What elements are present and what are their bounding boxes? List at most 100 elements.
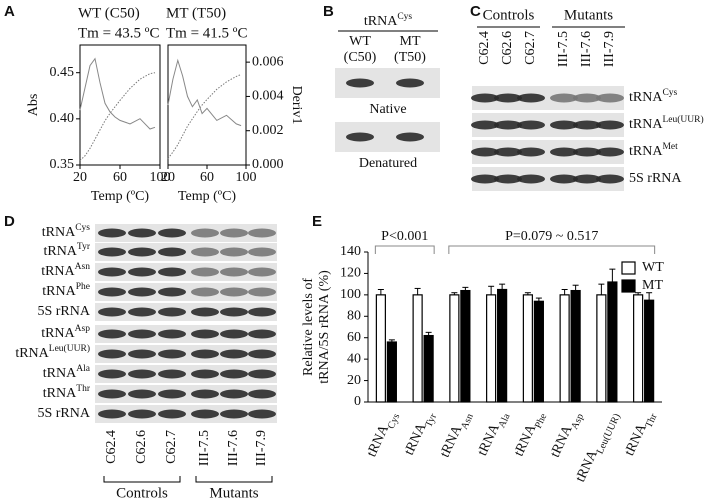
label-sup: Asn xyxy=(75,262,91,272)
label-sup: Asp xyxy=(569,412,586,431)
bar xyxy=(460,289,471,403)
panel-letter: A xyxy=(4,3,15,20)
band xyxy=(494,147,522,157)
band xyxy=(158,409,186,419)
label-sup: Phe xyxy=(76,282,90,292)
band xyxy=(128,389,156,399)
label-text: tRNA xyxy=(43,366,77,381)
band xyxy=(128,409,156,419)
label-text: tRNA xyxy=(42,225,76,240)
band xyxy=(128,307,156,317)
y-axis-label: tRNA/5S rRNA (%) xyxy=(317,270,332,384)
x-tick-label: tRNACys xyxy=(365,409,403,461)
y-tick-label: 0.45 xyxy=(50,65,75,80)
lane-label: III-7.5 xyxy=(556,31,571,67)
band xyxy=(158,329,186,339)
x-tick-label: tRNAAla xyxy=(475,408,512,460)
band xyxy=(471,120,499,130)
x-tick-label: tRNAThr xyxy=(622,408,659,460)
group-label: Controls xyxy=(116,485,168,501)
band xyxy=(494,120,522,130)
band xyxy=(98,228,126,238)
band xyxy=(220,307,248,317)
label: tRNAThr xyxy=(43,384,91,401)
lane-label: III-7.5 xyxy=(197,430,212,466)
lane-label: III-7.9 xyxy=(254,430,269,466)
label: tRNACys xyxy=(42,223,91,240)
band xyxy=(596,93,624,103)
band xyxy=(158,307,186,317)
band xyxy=(191,247,219,257)
bar xyxy=(486,294,497,403)
band xyxy=(98,307,126,317)
y2-axis-label: Deriv1 xyxy=(289,86,304,125)
bar xyxy=(423,334,434,403)
band xyxy=(191,369,219,379)
band xyxy=(220,389,248,399)
label-text: tRNA xyxy=(42,284,76,299)
band xyxy=(248,228,276,238)
y-tick-label: 0.40 xyxy=(50,111,75,126)
band xyxy=(98,369,126,379)
label-sup: Ala xyxy=(76,364,91,374)
label-sup: Asp xyxy=(75,324,91,334)
band xyxy=(248,329,276,339)
x-tick-label: 60 xyxy=(200,170,214,185)
y2-tick-label: 0.000 xyxy=(252,157,284,172)
y2-tick-label: 0.004 xyxy=(252,89,284,104)
line-series xyxy=(79,57,156,130)
x-tick-label: 20 xyxy=(161,170,175,185)
band xyxy=(128,369,156,379)
band xyxy=(158,228,186,238)
band xyxy=(248,389,276,399)
label: 5S rRNA xyxy=(629,171,682,186)
label: tRNAMet xyxy=(629,142,678,159)
y-axis-label: Abs xyxy=(26,94,41,117)
band xyxy=(346,132,374,142)
lane-label: (C50) xyxy=(344,50,377,65)
band xyxy=(98,409,126,419)
band xyxy=(550,120,578,130)
band xyxy=(573,93,601,103)
bar xyxy=(633,294,644,403)
label-sup: Ala xyxy=(496,411,512,429)
group-label: Mutants xyxy=(209,485,258,501)
bar xyxy=(570,289,581,403)
x-tick-label: tRNAAsn xyxy=(438,409,476,462)
label-text: tRNA xyxy=(15,346,49,361)
label-sup: Leu(UUR) xyxy=(594,412,622,456)
band xyxy=(128,247,156,257)
label: tRNAPhe xyxy=(42,282,90,299)
x-tick-label: tRNAAsp xyxy=(548,409,586,462)
band xyxy=(98,247,126,257)
band xyxy=(396,78,424,88)
label-sup: Cys xyxy=(662,88,677,98)
y2-tick-label: 0.006 xyxy=(252,54,284,69)
bar xyxy=(497,288,508,403)
label-text: tRNA xyxy=(629,117,663,132)
y-tick-label: 120 xyxy=(340,266,361,281)
band xyxy=(220,247,248,257)
bar xyxy=(449,294,460,403)
band xyxy=(573,147,601,157)
y-tick-label: 60 xyxy=(347,330,361,345)
blot-label: Native xyxy=(369,102,406,117)
band xyxy=(220,329,248,339)
y-tick-label: 40 xyxy=(347,351,361,366)
label: tRNATyr xyxy=(43,242,90,259)
band xyxy=(573,174,601,184)
panel-letter: D xyxy=(4,213,15,230)
panel-letter: E xyxy=(312,213,322,230)
bar xyxy=(644,299,655,403)
lane-label: III-7.6 xyxy=(226,430,241,466)
label: tRNAAla xyxy=(43,364,91,381)
group-label: Controls xyxy=(483,7,535,23)
bracket xyxy=(195,476,273,483)
label: tRNALeu(UUR) xyxy=(15,343,90,361)
label-text: tRNA xyxy=(43,244,77,259)
bar xyxy=(559,294,570,403)
plot-frame xyxy=(167,44,247,166)
band xyxy=(550,147,578,157)
y-tick-label: 0.35 xyxy=(50,157,75,172)
